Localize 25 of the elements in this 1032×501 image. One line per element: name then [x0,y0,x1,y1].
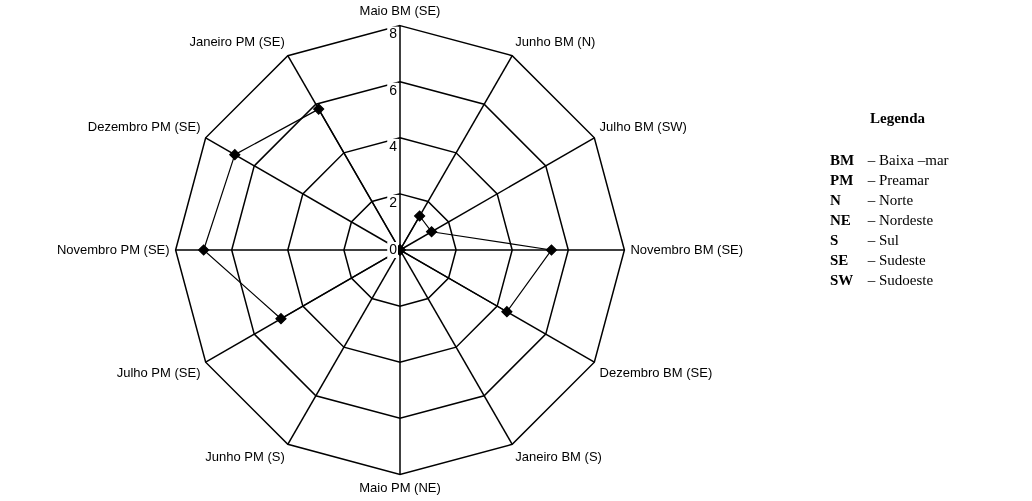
text: BM – Baixa –mar [830,151,949,170]
spoke-label: Junho BM (N) [515,34,596,50]
y-tick-label: 4 [389,137,398,154]
spoke-label: Novembro BM (SE) [630,241,744,257]
spoke-label: Julho PM (SE) [116,364,201,380]
text: SE – Sudeste [830,252,926,268]
spoke-label: Junho PM (S) [205,448,285,464]
text: S – Sul [830,232,900,248]
spoke-label: Novembro PM (SE) [56,241,170,257]
spoke-label: Janeiro PM (SE) [189,34,285,50]
spoke-label: Maio BM (SE) [359,3,441,19]
text: NE – Nordeste [830,211,935,230]
y-tick-label: 8 [389,25,398,42]
spoke-label: Maio PM (NE) [359,479,441,495]
spoke-label: Dezembro PM (SE) [87,118,201,134]
text: PM – Preamar [830,171,930,190]
y-tick-label: 2 [389,193,398,210]
spoke-label: Dezembro BM (SE) [599,364,713,380]
spoke-label: Janeiro BM (S) [515,448,602,464]
spoke-label: Julho BM (SW) [599,118,687,134]
text: Legenda [870,109,926,128]
y-tick-label: 6 [389,81,398,98]
y-tick-label: 0 [389,240,398,257]
text: N – Norte [830,192,914,208]
text: SW – Sudoeste [830,271,935,290]
